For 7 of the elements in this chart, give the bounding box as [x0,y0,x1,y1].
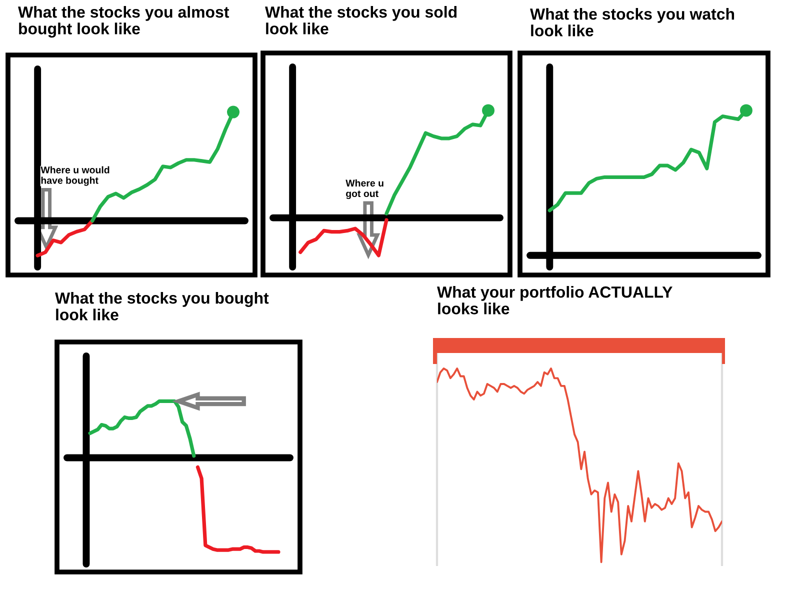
annotation: Where u would have bought [40,166,110,186]
chart-title: What the stocks you watch look like [530,8,734,36]
chart-title: What the stocks you sold look like [265,6,457,34]
chart-title: What your portfolio ACTUALLY looks like [437,286,672,314]
annotation: Where u got out [346,179,384,199]
chart-title: What the stocks you almost bought look like [18,6,230,38]
chart-title: What the stocks you bought look like [55,292,269,320]
